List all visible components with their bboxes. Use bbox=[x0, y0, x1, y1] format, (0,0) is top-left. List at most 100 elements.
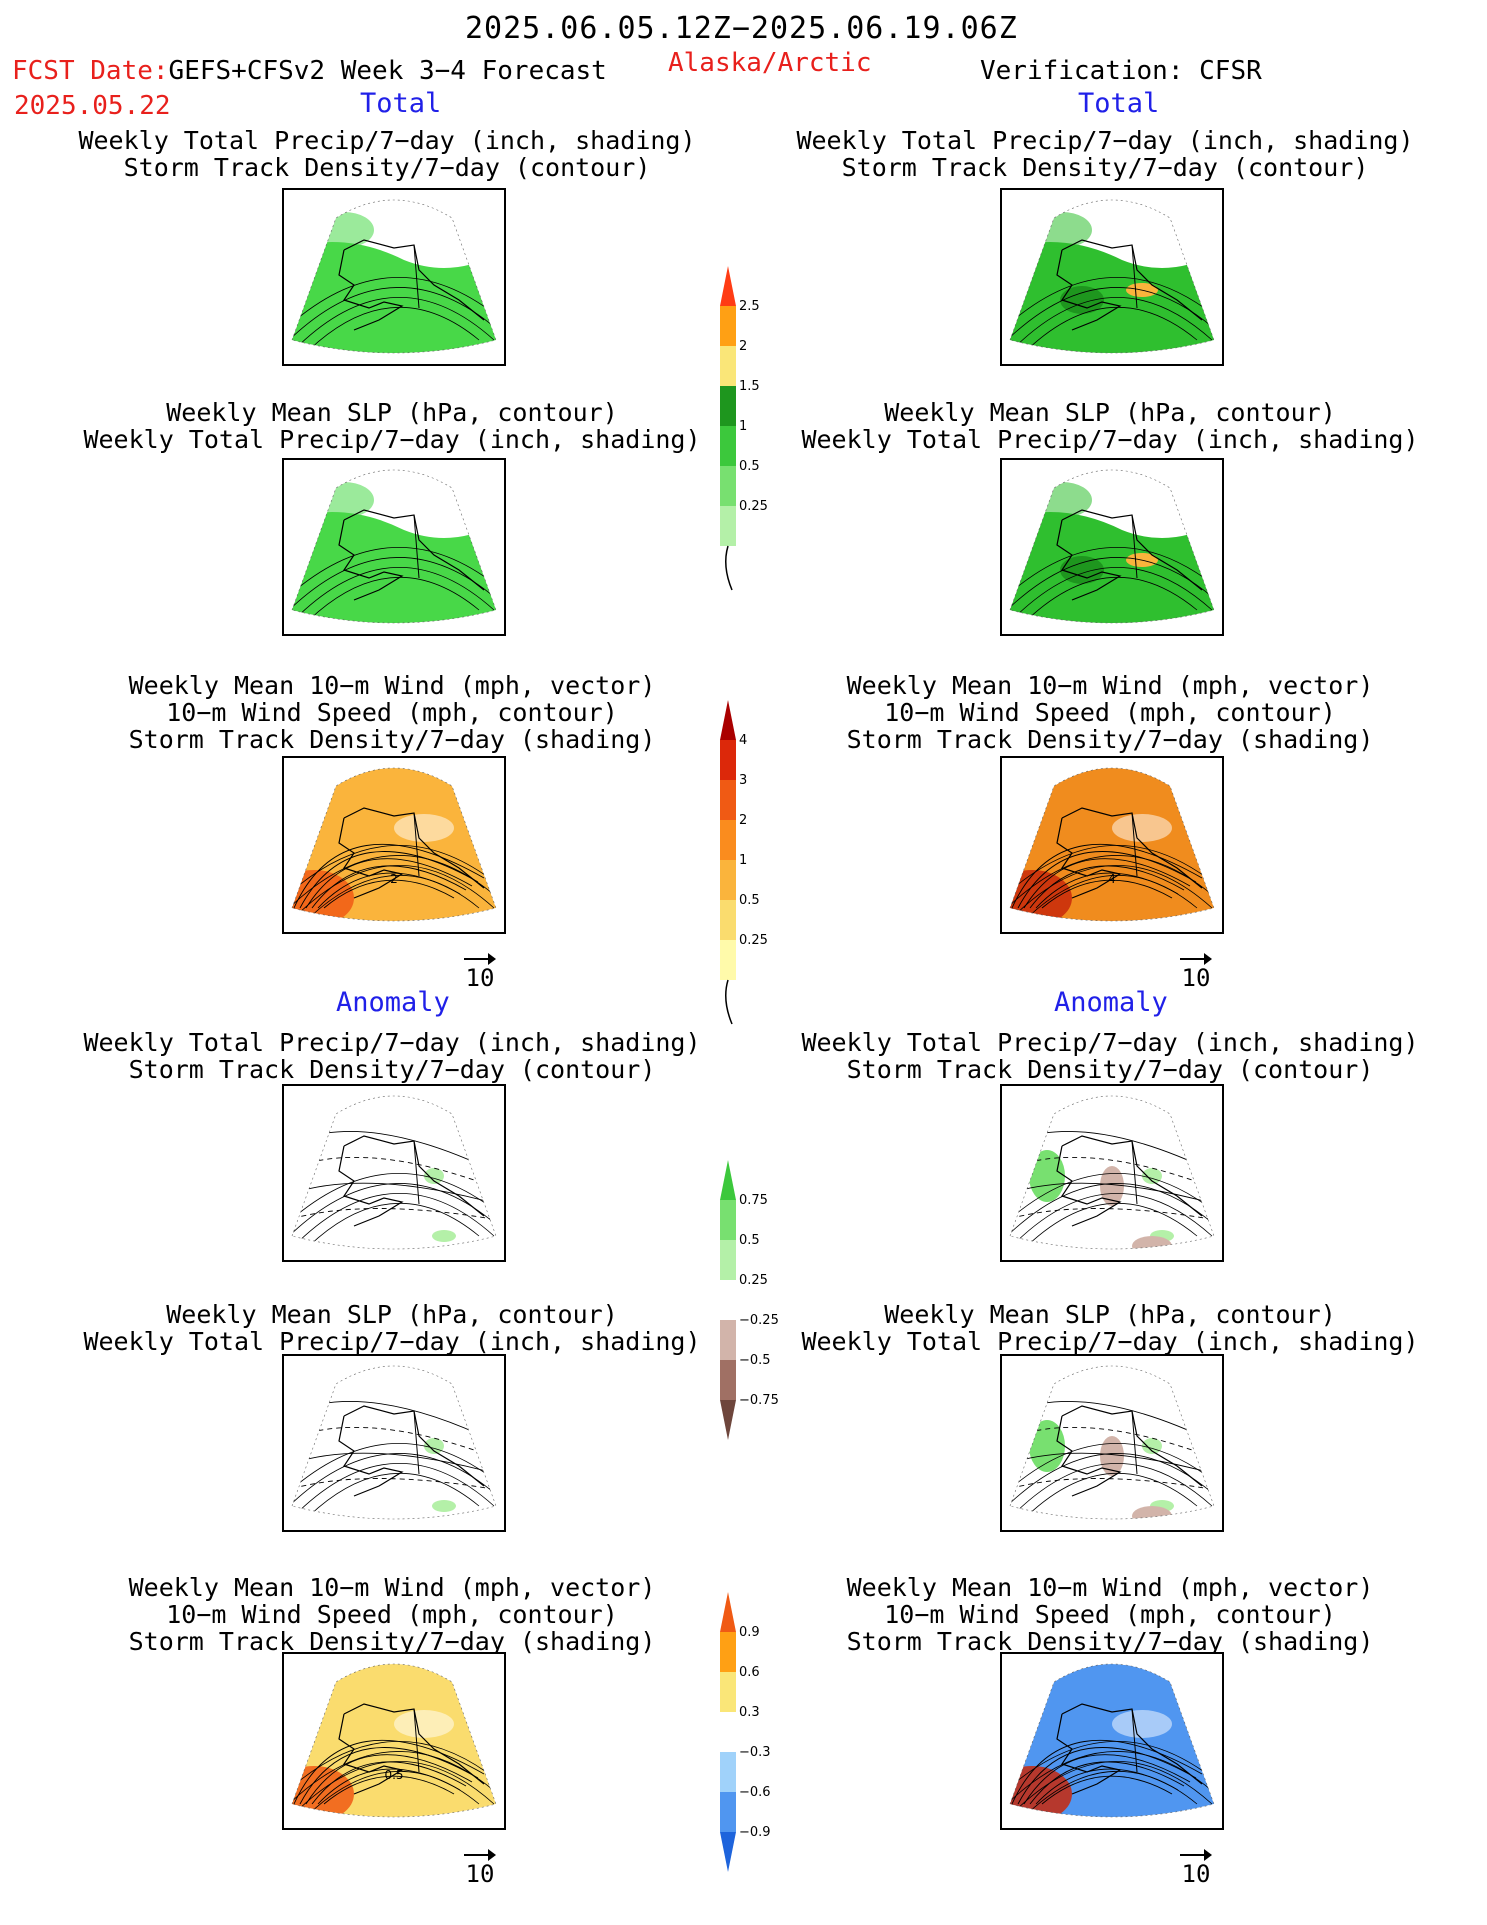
contour-line bbox=[1026, 306, 1198, 351]
slp-contour bbox=[292, 1156, 496, 1192]
title-r5-left-2: Weekly Total Precip/7−day (inch, shading… bbox=[83, 1327, 701, 1356]
anomaly-negative bbox=[1100, 1166, 1124, 1206]
map-precip-storm-total-forecast bbox=[282, 188, 506, 366]
title-r1-right-2: Storm Track Density/7−day (contour) bbox=[841, 153, 1369, 182]
coastline bbox=[338, 807, 485, 899]
precip-shading bbox=[314, 212, 374, 248]
wind-speed-contour bbox=[299, 851, 479, 909]
border-line bbox=[413, 1140, 420, 1205]
map-wind-storm-anomaly-forecast: 0.5 bbox=[282, 1652, 506, 1830]
title-r6-left-2: 10−m Wind Speed (mph, contour) bbox=[166, 1600, 618, 1629]
border-line bbox=[1131, 1410, 1138, 1475]
colorbar-segment bbox=[720, 820, 736, 860]
colorbar-segment bbox=[720, 860, 736, 900]
title-r3-right-3: Storm Track Density/7−day (shading) bbox=[846, 725, 1374, 754]
storm-min bbox=[1112, 814, 1172, 842]
region-label: Alaska/Arctic bbox=[668, 48, 872, 78]
wind-speed-contour bbox=[293, 843, 485, 909]
colorbar-label: 0.9 bbox=[739, 1625, 760, 1640]
map-field bbox=[292, 1664, 496, 1817]
wind-speed-contour bbox=[1017, 1747, 1197, 1805]
colorbar-segment bbox=[720, 506, 736, 546]
precip-shading bbox=[292, 242, 496, 353]
title-r3-left-2: 10−m Wind Speed (mph, contour) bbox=[166, 698, 618, 727]
title-r6-right-3: Storm Track Density/7−day (shading) bbox=[846, 1627, 1374, 1656]
colorbar-label: 0.75 bbox=[739, 1193, 768, 1208]
verification-label: Verification: CFSR bbox=[980, 56, 1262, 86]
wind-speed-contour bbox=[305, 858, 473, 909]
title-r5-right-2: Weekly Total Precip/7−day (inch, shading… bbox=[801, 1327, 1419, 1356]
slp-contour bbox=[1010, 1478, 1214, 1492]
map-wind-storm-anomaly-verification bbox=[1000, 1652, 1224, 1830]
contour-line bbox=[293, 297, 495, 351]
colorbar-label: 1 bbox=[739, 853, 747, 868]
colorbar-label: −0.75 bbox=[739, 1393, 779, 1408]
colorbar-label: 0.5 bbox=[739, 1233, 760, 1248]
colorbar-tail bbox=[725, 545, 733, 591]
coastline bbox=[1056, 509, 1203, 601]
colorbar-segment bbox=[720, 1792, 736, 1832]
anomaly-shading bbox=[432, 1500, 456, 1512]
title-r4-right-2: Storm Track Density/7−day (contour) bbox=[846, 1055, 1374, 1084]
border-line bbox=[413, 244, 420, 309]
wind-speed-contour bbox=[299, 1747, 479, 1805]
map-boundary bbox=[1009, 469, 1215, 624]
title-r6-left-1: Weekly Mean 10−m Wind (mph, vector) bbox=[128, 1573, 656, 1602]
colorbar-label: −0.3 bbox=[739, 1745, 771, 1760]
arrow-icon bbox=[1166, 950, 1226, 965]
map-precip-storm-anomaly-verification bbox=[1000, 1084, 1224, 1262]
map-field bbox=[1010, 212, 1214, 353]
map-field bbox=[1010, 1131, 1214, 1249]
title-r1-left-1: Weekly Total Precip/7−day (inch, shading… bbox=[78, 126, 696, 155]
map-precip-storm-total-verification bbox=[1000, 188, 1224, 366]
contour-line bbox=[308, 1202, 480, 1247]
colorbar-segment bbox=[720, 780, 736, 820]
colorbar-segment bbox=[720, 1632, 736, 1672]
precip-shading bbox=[1032, 212, 1092, 248]
colorbar-segment bbox=[720, 1672, 736, 1712]
contour-line bbox=[1011, 567, 1213, 621]
map-field bbox=[292, 768, 496, 921]
contour-line bbox=[1026, 874, 1198, 919]
date-range: 2025.06.05.12Z−2025.06.19.06Z bbox=[465, 11, 1018, 46]
slp-contour bbox=[292, 1131, 496, 1177]
contour-line bbox=[292, 1453, 496, 1517]
wind-speed-contour bbox=[1023, 1754, 1191, 1805]
colorbar-label: 0.25 bbox=[739, 1273, 768, 1288]
section-anomaly-left: Anomaly bbox=[336, 987, 450, 1018]
map-slp-precip-anomaly-verification bbox=[1000, 1354, 1224, 1532]
arrow-icon bbox=[1166, 1846, 1226, 1861]
colorbar-segment bbox=[720, 700, 736, 740]
slp-contour bbox=[292, 1478, 496, 1492]
colorbar-segment bbox=[720, 306, 736, 346]
contour-label: 2 bbox=[390, 872, 398, 886]
border-line bbox=[413, 514, 420, 579]
contour-line bbox=[1011, 1761, 1213, 1815]
fcst-date-label: FCST Date: bbox=[12, 56, 169, 86]
map-field bbox=[292, 482, 496, 623]
title-r4-right-1: Weekly Total Precip/7−day (inch, shading… bbox=[801, 1028, 1419, 1057]
colorbar-segment bbox=[720, 346, 736, 386]
contour-line bbox=[292, 1183, 496, 1247]
contour-line bbox=[1011, 1463, 1213, 1517]
colorbar-segment bbox=[720, 1400, 736, 1440]
colorbar-label: 2 bbox=[739, 813, 747, 828]
map-boundary bbox=[1009, 1365, 1215, 1520]
map-field bbox=[292, 212, 496, 353]
coastline bbox=[338, 239, 485, 331]
map-wind-storm-total-verification: 4 bbox=[1000, 756, 1224, 934]
colorbar-label: 3 bbox=[739, 773, 747, 788]
contour-line bbox=[293, 567, 495, 621]
wind-speed-contour bbox=[1011, 843, 1203, 909]
colorbar-segment bbox=[720, 1360, 736, 1400]
precip-shading bbox=[1010, 512, 1214, 623]
contour-line bbox=[308, 874, 480, 919]
colorbar-segment bbox=[720, 1280, 736, 1320]
title-r6-right-2: 10−m Wind Speed (mph, contour) bbox=[884, 1600, 1336, 1629]
slp-contour bbox=[1010, 1208, 1214, 1222]
wind-speed-contour bbox=[311, 1761, 467, 1805]
precip-shading bbox=[292, 512, 496, 623]
wind-speed-contour bbox=[311, 865, 467, 909]
colorbar-segment bbox=[720, 1320, 736, 1360]
title-r2-left-1: Weekly Mean SLP (hPa, contour) bbox=[166, 398, 618, 427]
